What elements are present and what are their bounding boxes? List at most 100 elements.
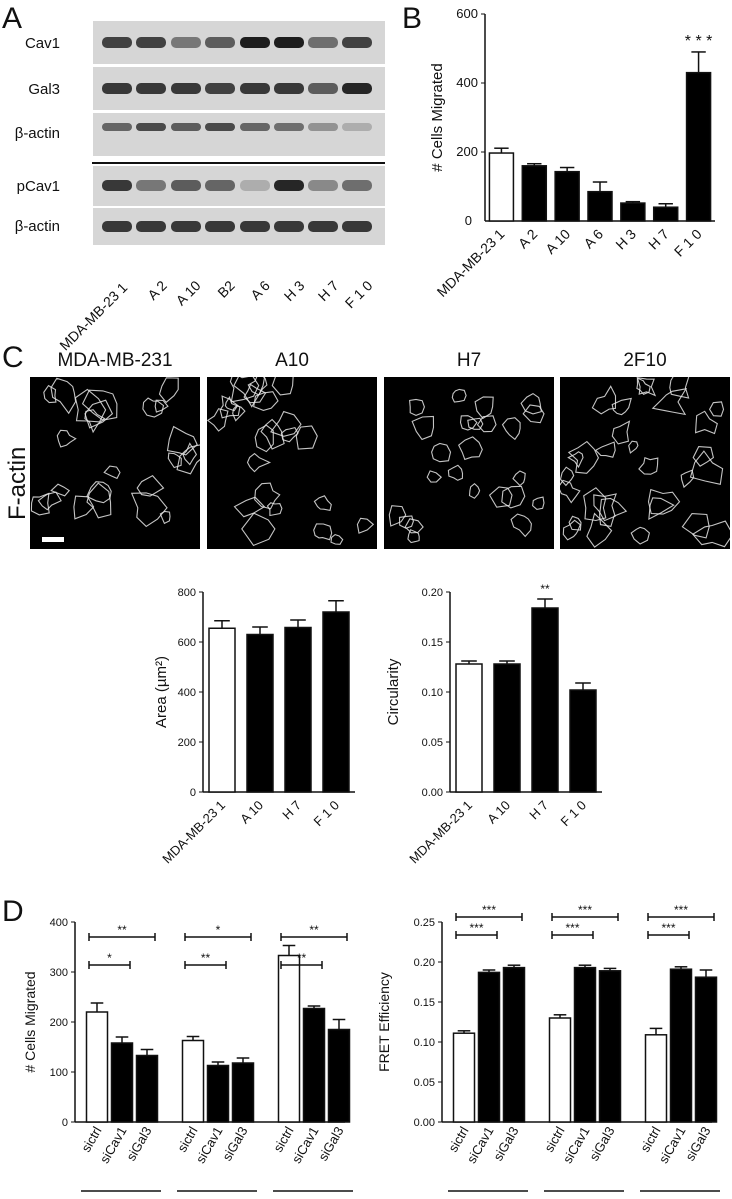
bar xyxy=(620,202,646,222)
category-label: A 6 xyxy=(580,226,606,252)
category-label: siGal3 xyxy=(586,1124,617,1163)
blot-band xyxy=(102,123,132,131)
cell-outline xyxy=(501,485,526,509)
y-tick-label: 200 xyxy=(50,1017,68,1029)
y-tick-label: 0.15 xyxy=(414,997,435,1009)
cell-outline xyxy=(176,444,200,475)
cell-outline xyxy=(37,491,62,511)
blot-band xyxy=(274,83,304,94)
significance-mark: *** xyxy=(469,921,483,935)
cell-outline xyxy=(154,399,169,413)
cell-outline xyxy=(167,452,182,469)
bar xyxy=(493,663,521,793)
bar xyxy=(455,663,483,793)
lane-label: A 6 xyxy=(247,277,273,303)
bar xyxy=(573,966,597,1123)
panel-letter-a: A xyxy=(2,2,23,35)
micrograph-2f10 xyxy=(560,377,730,549)
cell-outline xyxy=(166,425,198,456)
y-tick-label: 0.20 xyxy=(422,587,443,599)
category-label: H 7 xyxy=(279,798,304,823)
y-axis-label: # Cells Migrated xyxy=(22,971,38,1072)
micro-title: A10 xyxy=(275,350,309,371)
cell-outline xyxy=(468,482,481,499)
chart-d-fret-efficiency: 0.00 0.05 0.10 0.15 0.20 0.25 FRET Efficiency s… xyxy=(376,903,720,1199)
blot-band xyxy=(342,37,372,48)
micrograph-h7 xyxy=(384,377,554,549)
lane-label: A 2 xyxy=(144,277,170,303)
cell-outline xyxy=(142,397,165,418)
bar xyxy=(502,966,526,1123)
y-tick-label: 400 xyxy=(456,75,478,90)
significance-mark: *** xyxy=(674,903,688,917)
lane-label: A 10 xyxy=(172,277,204,309)
bar xyxy=(327,1028,351,1123)
group-label: A10 xyxy=(204,1197,231,1199)
category-label: H 7 xyxy=(645,226,672,253)
category-label: H 3 xyxy=(612,226,639,253)
group-label: MDA-MB-231 xyxy=(76,1197,167,1199)
microscopy-panel: F-actin MDA-MB-231 A10 H7 2F10 xyxy=(0,340,732,555)
significance-mark: *** xyxy=(578,903,592,917)
y-axis-label: Area (µm²) xyxy=(153,656,170,728)
blot-band xyxy=(205,123,235,131)
micrograph-mda-mb-231 xyxy=(30,377,200,549)
bar xyxy=(548,1017,572,1123)
cell-outline xyxy=(130,492,168,528)
cell-outline xyxy=(680,469,695,489)
y-axis-label: Circularity xyxy=(385,658,402,725)
cell-outline xyxy=(451,388,467,403)
blot-row-label: β-actin xyxy=(14,125,60,142)
y-tick-label: 0.00 xyxy=(422,787,443,799)
blot-band xyxy=(205,37,235,48)
significance-mark: *** xyxy=(661,921,675,935)
cell-outline xyxy=(84,399,114,429)
bar xyxy=(477,971,501,1123)
y-tick-label: 200 xyxy=(456,144,478,159)
blot-strip-bactin xyxy=(93,113,385,156)
category-label: siGal3 xyxy=(123,1124,154,1163)
blot-row-label: β-actin xyxy=(14,218,60,235)
bar xyxy=(208,627,236,793)
bar xyxy=(669,968,693,1123)
cell-outline xyxy=(56,429,77,448)
cell-outline xyxy=(586,512,613,548)
cell-outline xyxy=(159,510,171,525)
cell-outline xyxy=(50,483,71,497)
cell-outline xyxy=(313,523,333,541)
y-tick-label: 0.05 xyxy=(414,1077,435,1089)
cell-outline xyxy=(398,515,414,529)
blot-band xyxy=(136,221,166,232)
micrograph-a10 xyxy=(207,377,377,549)
category-label: F 1 0 xyxy=(558,798,590,830)
bar xyxy=(322,611,350,793)
significance-mark: *** xyxy=(482,903,496,917)
cell-outline xyxy=(583,487,607,522)
bar xyxy=(181,1039,205,1123)
bar xyxy=(85,1011,109,1123)
blot-band xyxy=(102,83,132,94)
bar xyxy=(246,633,274,793)
cell-outline xyxy=(522,404,545,424)
cell-outline xyxy=(50,377,77,415)
significance-mark: ** xyxy=(309,923,319,937)
cell-outline xyxy=(243,383,267,404)
blot-divider xyxy=(92,162,385,164)
blot-band xyxy=(136,123,166,131)
y-tick-label: 0.15 xyxy=(422,637,443,649)
blot-band xyxy=(274,123,304,131)
bar xyxy=(554,170,580,222)
group-label: F10 xyxy=(667,1197,693,1199)
blot-band xyxy=(102,221,132,232)
y-tick-label: 600 xyxy=(178,637,196,649)
blot-band xyxy=(308,83,338,94)
cell-outline xyxy=(260,418,285,450)
bar xyxy=(569,689,597,793)
cell-outline xyxy=(474,396,494,420)
cell-outline xyxy=(476,415,497,433)
cell-outline xyxy=(567,440,600,474)
y-tick-label: 300 xyxy=(50,967,68,979)
cell-outline xyxy=(501,417,521,441)
cell-outline xyxy=(594,441,616,458)
bar xyxy=(452,1032,476,1123)
